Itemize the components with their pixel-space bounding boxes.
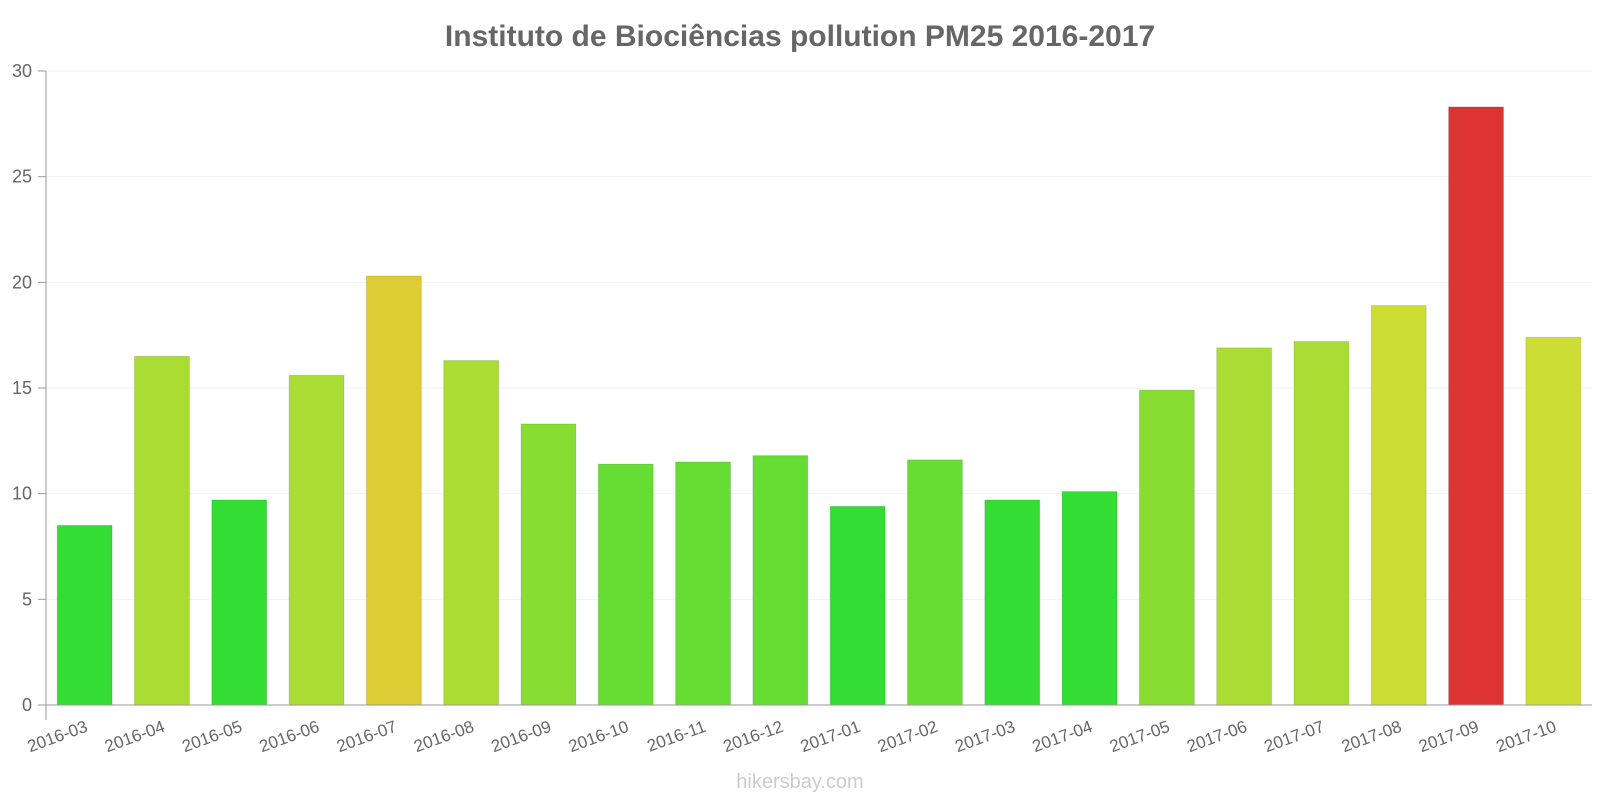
watermark: hikersbay.com — [736, 771, 863, 793]
x-tick-label: 2017-01 — [798, 717, 863, 756]
axes — [38, 70, 1592, 720]
bar-2017-02[interactable] — [907, 459, 963, 706]
x-tick-label: 2016-05 — [179, 717, 244, 756]
y-tick-label: 10 — [12, 484, 32, 504]
bar-2016-08[interactable] — [443, 360, 500, 706]
y-tick-label: 15 — [12, 378, 32, 398]
bar-2016-12[interactable] — [752, 455, 809, 706]
bar-2016-07[interactable] — [365, 275, 422, 706]
bar-2016-05[interactable] — [211, 499, 268, 706]
y-tick-label: 0 — [22, 695, 32, 715]
y-axis-ticks: 0 5 10 15 20 25 30 — [12, 61, 32, 715]
x-tick-label: 2017-03 — [952, 717, 1017, 756]
x-tick-label: 2017-10 — [1494, 717, 1559, 756]
x-tick-label: 2017-06 — [1184, 717, 1249, 756]
x-tick-label: 2017-07 — [1262, 717, 1327, 756]
x-tick-label: 2016-07 — [334, 717, 399, 756]
x-tick-label: 2017-05 — [1107, 717, 1172, 756]
x-tick-label: 2016-10 — [566, 717, 631, 756]
bar-2017-04[interactable] — [1061, 491, 1118, 706]
x-tick-label: 2016-06 — [257, 717, 322, 756]
bar-2017-08[interactable] — [1370, 305, 1427, 706]
x-tick-label: 2016-09 — [489, 717, 554, 756]
x-tick-label: 2016-08 — [411, 717, 476, 756]
x-tick-label: 2016-11 — [644, 717, 708, 756]
bars — [56, 106, 1582, 706]
bar-2016-11[interactable] — [675, 461, 731, 706]
bar-2017-06[interactable] — [1216, 347, 1273, 706]
bar-2017-05[interactable] — [1138, 389, 1195, 706]
y-tick-label: 30 — [12, 61, 32, 81]
chart-title: Instituto de Biociências pollution PM25 … — [445, 20, 1155, 53]
bar-2016-10[interactable] — [597, 463, 654, 706]
bar-2017-09[interactable] — [1448, 106, 1504, 706]
bar-2016-09[interactable] — [520, 423, 577, 706]
x-tick-label: 2016-04 — [102, 717, 167, 756]
bar-2016-04[interactable] — [134, 355, 190, 706]
bar-2016-03[interactable] — [56, 524, 113, 706]
x-axis-ticks: 2016-03 2016-04 2016-05 2016-06 2016-07 2016-… — [25, 717, 1559, 756]
bar-2016-06[interactable] — [288, 374, 345, 706]
x-tick-label: 2016-03 — [25, 717, 90, 756]
y-tick-label: 20 — [12, 272, 32, 292]
bar-2017-07[interactable] — [1293, 341, 1350, 706]
x-tick-label: 2017-09 — [1416, 717, 1481, 756]
y-tick-label: 25 — [12, 167, 32, 187]
x-tick-label: 2017-04 — [1030, 717, 1095, 756]
x-tick-label: 2016-12 — [721, 717, 786, 756]
bar-2017-10[interactable] — [1525, 336, 1582, 706]
y-tick-label: 5 — [22, 589, 32, 609]
bar-2017-03[interactable] — [984, 499, 1041, 706]
x-tick-label: 2017-02 — [875, 717, 940, 756]
bar-2017-01[interactable] — [829, 505, 886, 706]
x-tick-label: 2017-08 — [1339, 717, 1404, 756]
gridlines — [46, 70, 1592, 600]
